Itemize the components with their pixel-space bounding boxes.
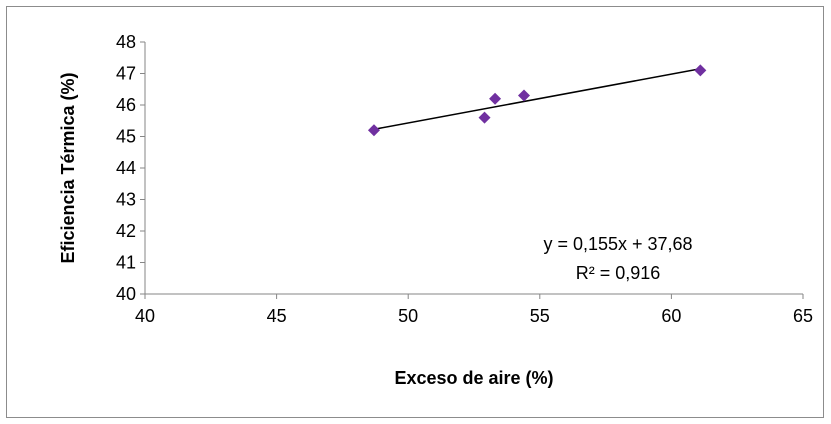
- y-tick-label: 47: [116, 64, 136, 84]
- x-tick-label: 60: [661, 306, 681, 326]
- data-point: [694, 64, 707, 77]
- y-tick-label: 41: [116, 253, 136, 273]
- x-tick-labels: 40 45 50 55 60 65: [135, 306, 813, 326]
- y-tick-label: 42: [116, 221, 136, 241]
- data-point: [478, 111, 491, 124]
- data-point: [367, 124, 380, 137]
- y-tick-label: 43: [116, 190, 136, 210]
- y-axis-title: Eficiencia Térmica (%): [58, 72, 78, 263]
- x-tick-label: 40: [135, 306, 155, 326]
- trendline-group: [373, 68, 701, 131]
- x-tick-label: 55: [530, 306, 550, 326]
- trendline: [373, 68, 701, 131]
- y-tick-label: 44: [116, 158, 136, 178]
- x-axis-title: Exceso de aire (%): [394, 368, 553, 388]
- x-tick-label: 45: [267, 306, 287, 326]
- x-tick-label: 65: [793, 306, 813, 326]
- y-tick-label: 45: [116, 127, 136, 147]
- trendline-r-squared: R² = 0,916: [576, 263, 661, 283]
- y-tick-label: 48: [116, 32, 136, 52]
- chart-frame: [6, 6, 824, 418]
- data-point: [518, 89, 531, 102]
- y-tick-label: 40: [116, 284, 136, 304]
- axes: [140, 41, 804, 299]
- y-tick-labels: 40 41 42 43 44 45 46 47 48: [116, 32, 136, 304]
- x-tick-label: 50: [398, 306, 418, 326]
- data-point: [489, 92, 502, 105]
- data-points: [367, 64, 707, 137]
- trendline-equation: y = 0,155x + 37,68: [543, 234, 692, 254]
- y-tick-label: 46: [116, 95, 136, 115]
